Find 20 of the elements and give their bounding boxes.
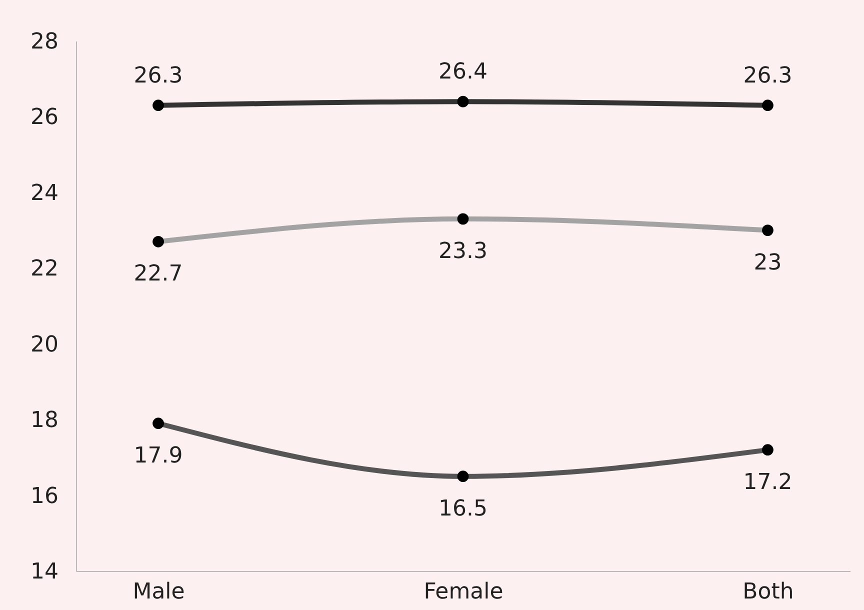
y-tick-label: 18 <box>30 408 58 434</box>
y-tick-label: 20 <box>30 332 58 358</box>
data-label: 26.3 <box>134 63 183 88</box>
data-label: 23 <box>754 250 782 276</box>
y-tick-label: 22 <box>30 256 58 282</box>
x-tick-label: Female <box>424 580 504 604</box>
data-label: 17.2 <box>743 470 792 495</box>
data-label: 26.4 <box>438 60 488 85</box>
y-tick-label: 16 <box>30 484 58 509</box>
data-label: 17.9 <box>134 443 183 468</box>
y-tick-label: 28 <box>30 30 58 54</box>
x-tick-label: Male <box>132 580 185 604</box>
data-label: 22.7 <box>134 262 183 287</box>
x-tick-label: Both <box>742 580 794 604</box>
data-label: 16.5 <box>438 496 488 522</box>
y-tick-label: 24 <box>30 180 58 206</box>
y-tick-label: 14 <box>30 560 58 584</box>
data-label: 23.3 <box>438 238 488 264</box>
data-label: 26.3 <box>743 63 792 88</box>
y-tick-label: 26 <box>30 105 58 130</box>
